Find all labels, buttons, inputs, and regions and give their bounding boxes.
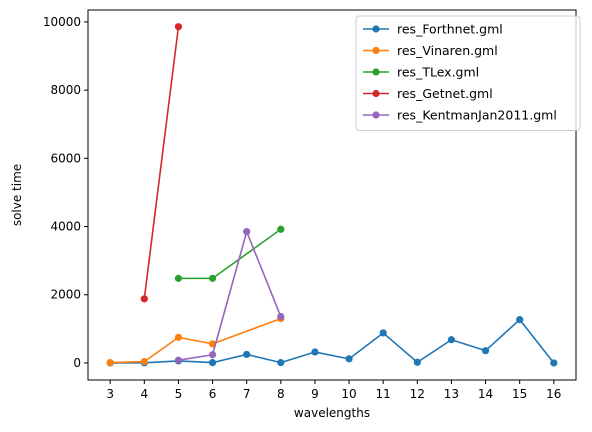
x-tick-label: 4 [140, 387, 148, 401]
data-point [208, 274, 217, 282]
y-tick-label: 8000 [50, 83, 81, 97]
x-tick-label: 11 [376, 387, 391, 401]
data-point [550, 359, 558, 367]
y-tick-label: 0 [73, 356, 81, 370]
data-point [481, 347, 490, 355]
data-point [174, 356, 183, 364]
data-point [243, 228, 251, 236]
x-axis-label: wavelengths [294, 406, 370, 420]
data-point [174, 333, 183, 341]
data-point [447, 336, 456, 344]
x-tick-label: 7 [243, 387, 251, 401]
plot-frame [87, 9, 577, 381]
data-point [379, 329, 387, 337]
data-point [174, 274, 183, 282]
series-line [178, 228, 282, 280]
legend-box [355, 15, 581, 131]
legend: res_Forthnet.gml res_Vinaren.gml res_TLex.… [355, 15, 581, 131]
x-tick-label: 13 [444, 387, 459, 401]
data-point [311, 348, 319, 356]
x-tick-label: 15 [512, 387, 527, 401]
legend-item: res_Getnet.gml [363, 86, 493, 101]
x-axis-ticks: 3 4 5 6 7 8 9 10 11 12 13 14 15 16 [106, 380, 561, 401]
x-tick-label: 8 [277, 387, 285, 401]
data-point [243, 350, 251, 359]
legend-label: res_TLex.gml [397, 65, 479, 80]
series-line [178, 230, 282, 362]
legend-swatch-marker [372, 46, 380, 55]
data-point [106, 359, 114, 367]
legend-swatch-marker [372, 89, 380, 98]
y-axis-ticks: 0 2000 4000 6000 8000 10000 [43, 15, 88, 370]
data-point [413, 358, 421, 366]
x-tick-label: 12 [410, 387, 425, 401]
x-tick-label: 5 [175, 387, 183, 401]
series-1 [106, 315, 285, 367]
y-axis-label: solve time [10, 164, 24, 226]
y-tick-label: 6000 [50, 151, 81, 165]
data-point [277, 225, 285, 233]
data-point [277, 312, 285, 321]
series-2 [174, 225, 285, 282]
y-tick-label: 10000 [43, 15, 81, 29]
data-point [140, 357, 148, 366]
series-4 [174, 228, 285, 364]
legend-item: res_TLex.gml [363, 65, 479, 80]
legend-item: res_KentmanJan2011.gml [363, 108, 557, 123]
legend-label: res_Forthnet.gml [397, 22, 503, 37]
x-tick-label: 9 [311, 387, 319, 401]
data-point [208, 351, 217, 359]
x-tick-label: 6 [209, 387, 217, 401]
legend-label: res_KentmanJan2011.gml [397, 108, 557, 123]
data-point [208, 359, 217, 367]
data-point [140, 295, 148, 303]
series-line [110, 318, 555, 364]
y-tick-label: 4000 [50, 220, 81, 234]
legend-label: res_Getnet.gml [397, 86, 493, 101]
x-tick-label: 3 [106, 387, 114, 401]
series-layer [106, 23, 558, 367]
x-tick-label: 14 [478, 387, 493, 401]
legend-label: res_Vinaren.gml [397, 43, 498, 58]
data-point [277, 359, 285, 367]
data-point [516, 316, 524, 324]
series-3 [140, 23, 183, 303]
x-tick-label: 16 [546, 387, 561, 401]
y-tick-label: 2000 [50, 288, 81, 302]
legend-swatch-marker [372, 68, 380, 76]
legend-item: res_Forthnet.gml [363, 22, 503, 37]
data-point [345, 355, 353, 363]
x-tick-label: 10 [341, 387, 356, 401]
data-point [174, 23, 183, 31]
series-line [143, 26, 180, 299]
legend-item: res_Vinaren.gml [363, 43, 498, 58]
legend-swatch-marker [372, 25, 380, 33]
legend-swatch-marker [372, 111, 380, 119]
